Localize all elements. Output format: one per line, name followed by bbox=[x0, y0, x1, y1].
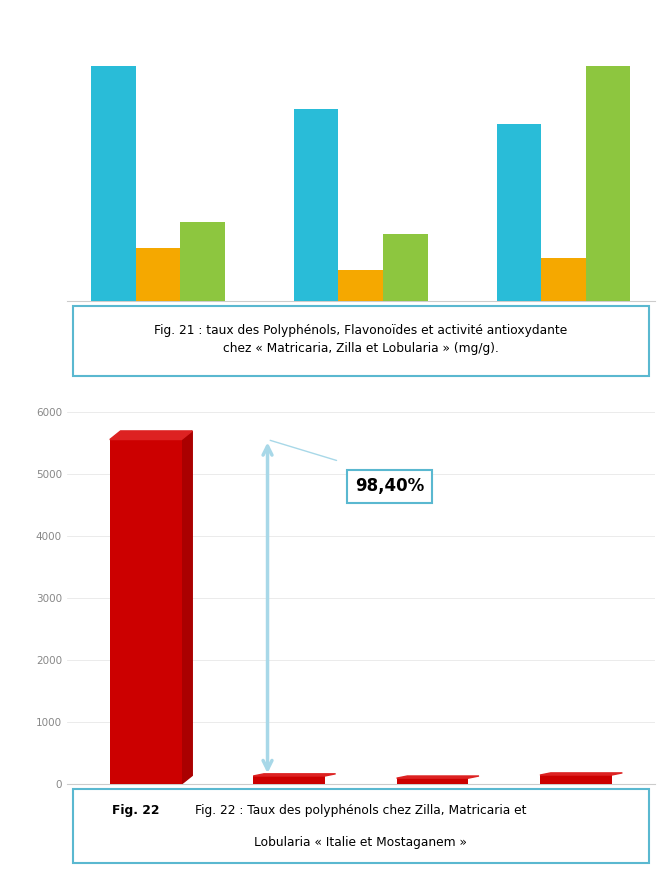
Bar bbox=[180, 222, 225, 302]
Bar bbox=[541, 258, 586, 302]
Bar bbox=[136, 249, 180, 302]
Bar bbox=[91, 66, 136, 302]
Legend: polyphénoles, flavonicides, act vité antioxydante: polyphénoles, flavonicides, act vité ant… bbox=[198, 332, 523, 351]
Polygon shape bbox=[182, 431, 192, 784]
Text: Fig. 22: Fig. 22 bbox=[112, 804, 160, 817]
Text: 98,40%: 98,40% bbox=[355, 477, 424, 495]
Text: Fig. 21 : taux des Polyphénols, Flavonoïdes et activité antioxydante
chez « Matr: Fig. 21 : taux des Polyphénols, Flavonoï… bbox=[154, 324, 567, 355]
Bar bbox=[339, 270, 383, 302]
Bar bbox=[383, 234, 428, 302]
Bar bbox=[540, 775, 612, 784]
Polygon shape bbox=[540, 773, 623, 775]
Bar bbox=[586, 66, 631, 302]
Bar bbox=[496, 124, 541, 302]
Bar bbox=[397, 778, 468, 784]
FancyBboxPatch shape bbox=[73, 306, 649, 376]
Bar bbox=[253, 776, 325, 784]
Bar bbox=[110, 439, 182, 784]
Polygon shape bbox=[397, 776, 479, 778]
Text: Fig. 22 : Taux des polyphénols chez Zilla, Matricaria et: Fig. 22 : Taux des polyphénols chez Zill… bbox=[195, 804, 526, 817]
Polygon shape bbox=[110, 431, 192, 439]
FancyBboxPatch shape bbox=[73, 789, 649, 862]
Polygon shape bbox=[253, 773, 335, 776]
Bar bbox=[294, 109, 339, 302]
Legend: Polyphénols: Polyphénols bbox=[186, 816, 276, 835]
Text: Lobularia « Italie et Mostaganem »: Lobularia « Italie et Mostaganem » bbox=[255, 836, 467, 849]
